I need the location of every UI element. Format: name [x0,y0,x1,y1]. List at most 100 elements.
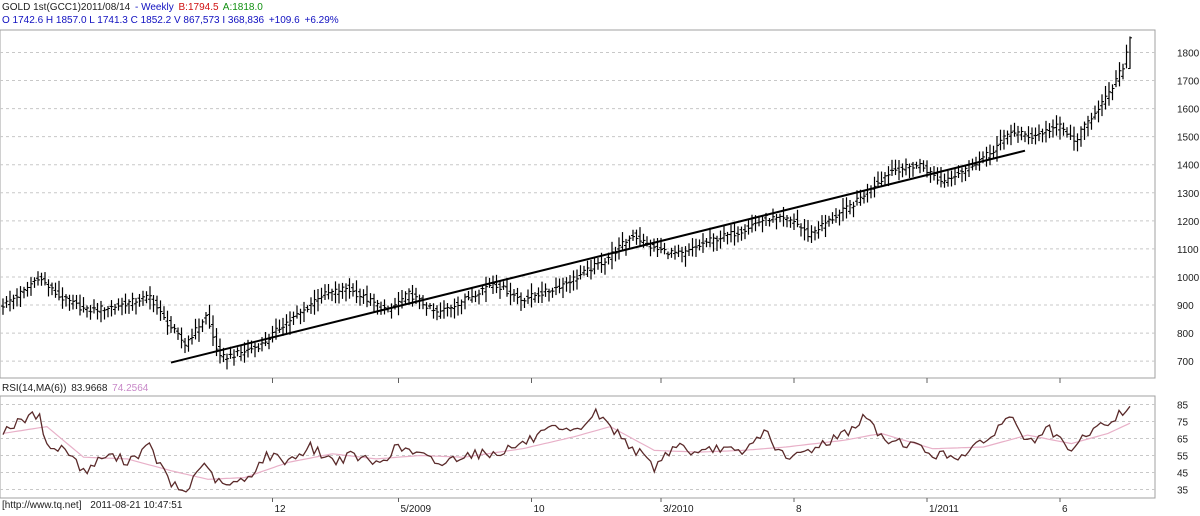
price-bar [501,281,506,290]
price-bar [480,285,485,296]
price-bar [904,158,908,176]
price-bar [620,232,625,252]
price-bar [477,289,481,305]
price-bar [1100,94,1104,117]
price-bar [361,289,366,304]
price-bar [92,299,96,314]
price-bar [428,303,432,310]
price-bar [767,217,772,227]
price-bar [736,226,740,243]
ohlc-header: O 1742.6 H 1857.0 L 1741.3 C 1852.2 V 86… [2,15,341,26]
price-bar [445,303,450,317]
price-bar [225,353,229,370]
rsi-header: RSI(14,MA(6)) 83.9668 74.2564 [2,383,150,394]
price-bar [1061,122,1066,136]
price-bar [949,170,954,187]
price-bar [939,167,943,188]
price-bar [372,293,376,313]
price-bar [827,215,831,227]
price-bar [1128,36,1132,70]
price-bar [911,161,915,177]
price-bar [816,221,821,239]
price-bar [463,293,467,310]
price-bar [526,289,530,304]
price-bar [452,298,457,319]
price-bar [1002,129,1006,150]
price-bar [130,292,135,311]
price-bar [914,161,919,169]
price-bar [547,288,551,302]
price-bar [557,278,562,294]
price-bar [1096,100,1101,123]
price-bar [172,324,177,334]
x-tick-label: 12 [275,504,287,515]
price-bar [137,293,142,307]
price-bar [529,283,534,308]
price-bar [424,302,429,316]
price-bar [340,282,345,299]
price-tick-label: 1600 [1177,105,1200,116]
price-bar [1044,120,1048,143]
price-bar [186,335,191,352]
price-bar [4,296,9,308]
price-bar [1086,115,1090,137]
x-tick-label: 5/2009 [401,504,432,515]
price-bar [53,282,58,298]
price-bar [1121,63,1125,80]
price-bar [1030,127,1034,145]
price-bar [305,305,310,313]
price-bar [498,280,502,299]
price-bar [351,283,355,297]
price-bar [323,284,327,301]
price-bar [1047,123,1052,139]
price-bar [1058,116,1062,140]
price-bar [333,281,338,304]
price-bar [403,291,408,306]
price-tick-label: 1500 [1177,133,1200,144]
price-bar [494,274,499,294]
price-bar [589,259,593,280]
price-bar [81,297,86,313]
price-bar [109,300,114,317]
price-bar [284,314,289,334]
price-bar [666,251,670,260]
price-bar [295,305,299,319]
price-bar [1005,130,1010,145]
price-bar [204,312,208,325]
price-bar [8,290,12,312]
price-bar [141,290,145,306]
rsi-line [2,405,1131,493]
price-bar [1054,115,1059,136]
price-tick-label: 1700 [1177,77,1200,88]
x-tick-label: 3/2010 [663,504,694,515]
price-bar [382,299,387,315]
price-bar [267,333,271,350]
price-bar [102,307,107,320]
price-bar [1082,121,1087,140]
price-bar [183,338,187,354]
price-bar [834,208,838,223]
price-bar [578,265,583,280]
price-tick-label: 1300 [1177,189,1200,200]
price-bar [897,160,901,181]
price-bar [991,145,996,159]
price-bar [1107,82,1111,106]
price-bar [151,295,156,313]
price-bar [617,237,621,260]
price-bar [473,290,478,303]
price-bar [67,294,72,311]
rsi-ma-value: 74.2564 [112,383,149,394]
price-bar [512,289,516,302]
price-bar [813,226,817,241]
bid-label: B:1794.5 [178,2,219,13]
price-bar [627,235,632,248]
price-bar [85,305,89,318]
footer: [http://www.tq.net] 2011-08-21 10:47:51 [2,500,188,511]
price-bar [1103,85,1108,110]
price-tick-label: 1100 [1177,245,1199,256]
price-bar [309,297,313,314]
source-link[interactable]: [http://www.tq.net] [2,500,82,511]
rsi-tick-label: 65 [1177,435,1189,446]
price-bar [176,327,180,340]
price-bar [998,129,1003,151]
